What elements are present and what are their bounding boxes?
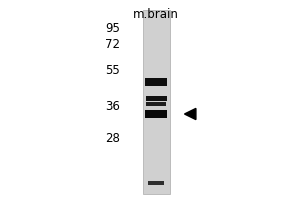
Text: 55: 55 [105,64,120,77]
Text: 95: 95 [105,22,120,36]
Text: 72: 72 [105,38,120,51]
Bar [148,181,164,185]
Bar [146,102,166,106]
Bar [146,96,167,100]
Text: m.brain: m.brain [133,8,179,21]
Bar [145,78,167,86]
Bar [142,10,170,194]
Bar [145,110,167,118]
Text: 36: 36 [105,100,120,114]
Polygon shape [184,108,196,120]
Text: 28: 28 [105,132,120,144]
